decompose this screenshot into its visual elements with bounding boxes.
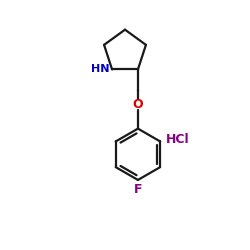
Text: HN: HN	[91, 64, 109, 74]
Text: F: F	[134, 183, 142, 196]
Text: O: O	[132, 98, 143, 111]
Text: HCl: HCl	[166, 132, 190, 145]
